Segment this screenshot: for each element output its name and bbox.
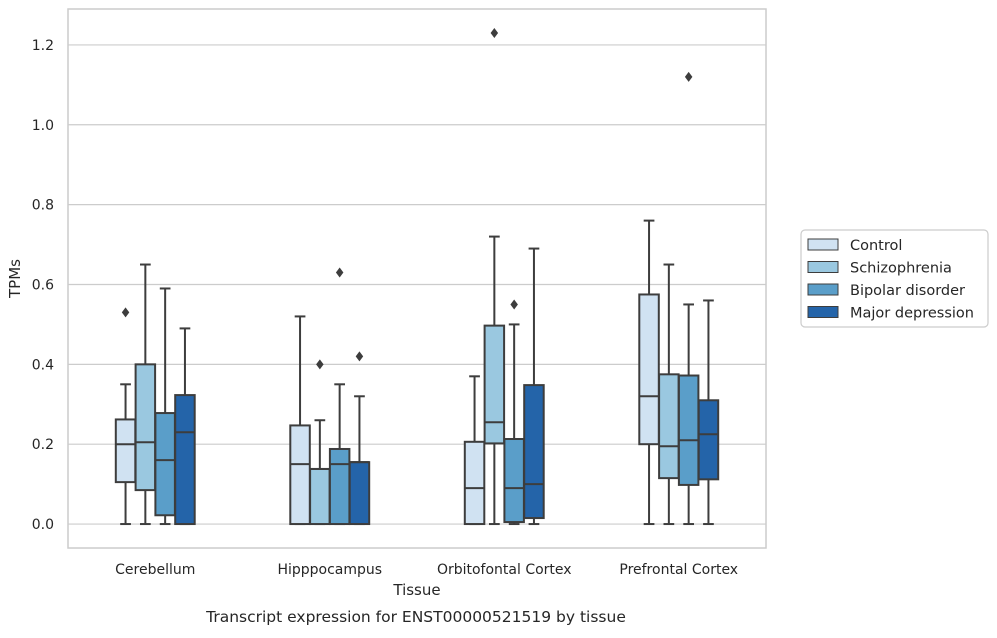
box-schizophrenia	[309, 359, 331, 526]
box-control	[114, 307, 137, 526]
box-control	[289, 315, 311, 526]
y-tick-label: 0.2	[32, 437, 54, 453]
x-tick-label: Cerebellum	[115, 562, 195, 578]
x-tick-labels: Cerebellum Hipppocampus Orbitofontal Corte…	[115, 562, 738, 578]
box-major-depression	[523, 247, 545, 526]
x-axis-label: Tissue	[392, 581, 440, 599]
box-body	[463, 440, 486, 526]
outlier-point	[121, 307, 130, 318]
y-tick-label: 1.2	[32, 38, 54, 54]
outlier-point	[684, 71, 693, 82]
box-body	[114, 418, 137, 484]
box-body	[154, 412, 176, 517]
plot-frame	[67, 8, 767, 549]
legend-label: Control	[850, 238, 902, 254]
box-body	[503, 438, 525, 524]
outlier-point	[510, 299, 518, 310]
box-control	[463, 375, 486, 526]
boxes-group	[114, 27, 720, 526]
box-body	[348, 461, 371, 526]
box-major-depression	[348, 351, 371, 526]
legend-label: Bipolar disorder	[850, 283, 965, 299]
box-body	[328, 447, 351, 526]
x-tick-label: Hipppocampus	[277, 562, 382, 578]
box-body	[697, 399, 720, 481]
box-bipolar-disorder	[503, 299, 525, 526]
box-schizophrenia	[134, 263, 157, 526]
legend-label: Schizophrenia	[850, 261, 952, 277]
legend-swatch	[807, 261, 839, 273]
y-axis-label: TPMs	[6, 259, 24, 299]
box-body	[658, 373, 680, 480]
box-schizophrenia	[483, 27, 506, 526]
box-body	[483, 324, 506, 445]
legend-swatch	[807, 283, 839, 296]
box-body	[134, 363, 157, 492]
y-tick-label: 0.4	[32, 357, 54, 373]
legend-frame	[800, 229, 989, 328]
box-body	[174, 394, 196, 526]
box-bipolar-disorder	[677, 71, 700, 526]
box-major-depression	[174, 327, 196, 526]
box-bipolar-disorder	[154, 287, 176, 526]
y-tick-label: 1.0	[32, 118, 54, 134]
x-tick-label: Prefrontal Cortex	[619, 562, 738, 578]
outlier-point	[490, 27, 499, 38]
box-control	[638, 219, 660, 526]
box-body	[677, 374, 700, 486]
box-body	[289, 424, 311, 526]
outlier-point	[316, 359, 324, 370]
chart-caption: Transcript expression for ENST0000052151…	[205, 608, 626, 626]
box-body	[638, 293, 660, 446]
x-tick-label: Orbitofontal Cortex	[437, 562, 572, 578]
box-body	[523, 384, 545, 520]
legend-swatch	[807, 238, 839, 251]
y-tick-label: 0.6	[32, 277, 54, 293]
legend-label: Major depression	[850, 306, 974, 322]
y-tick-label: 0.8	[32, 198, 54, 214]
y-tick-labels: 0.0 0.2 0.4 0.6 0.8 1.0 1.2	[32, 38, 54, 533]
legend: Control Schizophrenia Bipolar disorder Majo…	[800, 229, 989, 328]
outlier-point	[355, 351, 364, 362]
y-tick-label: 0.0	[32, 517, 54, 533]
box-major-depression	[697, 299, 720, 526]
outlier-point	[335, 267, 344, 278]
box-body	[309, 467, 331, 526]
legend-swatch	[807, 306, 839, 318]
